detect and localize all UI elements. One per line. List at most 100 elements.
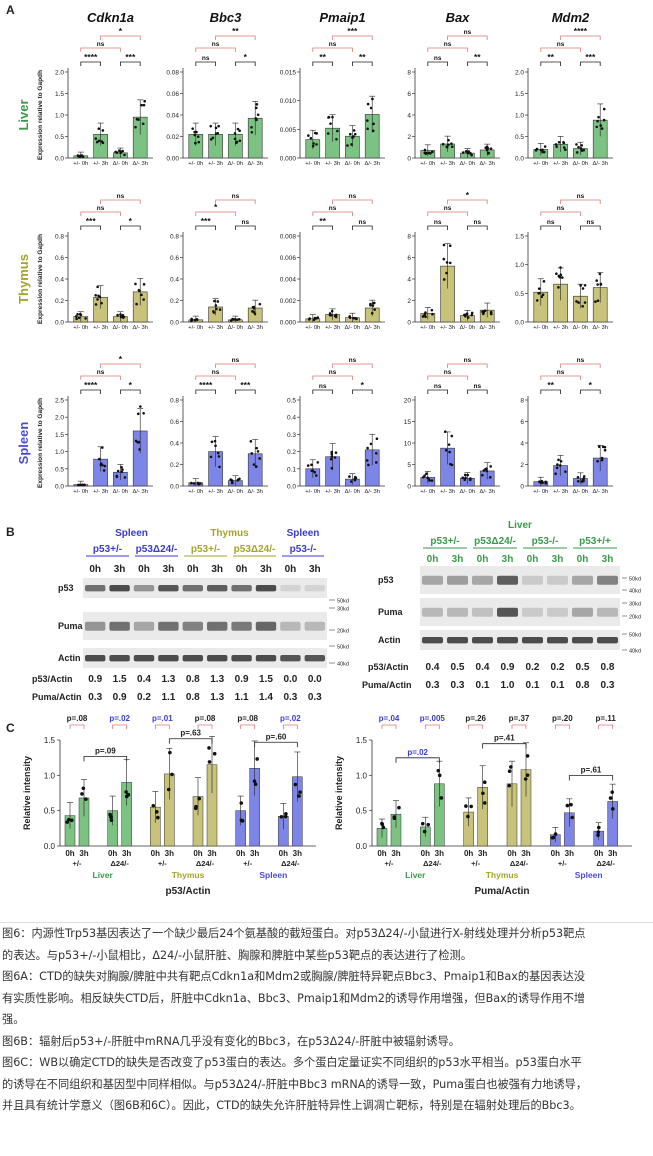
caption-line: 有实质性影响。相反缺失CTD后，肝脏中Cdkn1a、Bbc3、Pmaip1和Md… bbox=[2, 991, 586, 1005]
panel-label-c: C bbox=[6, 721, 15, 735]
chart-spleen-pmaip1: 0.0 0.1 0.2 0.3 0.4 0.5 +/- 0h +/- 3h Δ/- 0h Δ/- … bbox=[287, 357, 385, 495]
chart-liver-cdkn1a: 0.0 0.5 1.0 1.5 2.0 +/- 0h +/- 3h Δ/- 0h Δ/- 3h *… bbox=[55, 26, 153, 167]
data-point bbox=[328, 312, 332, 315]
data-point bbox=[469, 477, 472, 480]
x-tick-label: +/- 3h bbox=[440, 489, 455, 495]
x-tick-label: +/- 0h bbox=[305, 489, 320, 495]
data-point bbox=[98, 295, 102, 299]
y-tick-label: 2.0 bbox=[515, 70, 524, 77]
significance-label: ns bbox=[329, 41, 337, 48]
y-tick-label: 1.5 bbox=[55, 432, 64, 439]
data-point bbox=[235, 318, 239, 321]
bracket bbox=[120, 61, 141, 66]
bracket-pink bbox=[598, 724, 614, 729]
ratio-value: 0.9 bbox=[113, 692, 127, 703]
bracket bbox=[254, 741, 298, 748]
blot-band bbox=[422, 637, 443, 644]
x-tick-label: 3h bbox=[608, 849, 617, 858]
significance-label: ns bbox=[434, 383, 442, 390]
chart-thymus-cdkn1a: 0.0 0.2 0.4 0.6 0.8 +/- 0h +/- 3h Δ/- 0h Δ/- 3h *… bbox=[55, 193, 153, 331]
data-point bbox=[333, 456, 337, 459]
x-tick-label: +/- 3h bbox=[93, 325, 108, 331]
chart-thymus-bbc3: 0.0 0.2 0.4 0.6 0.8 +/- 0h +/- 3h Δ/- 0h Δ/- 3h *… bbox=[170, 193, 268, 331]
data-point bbox=[466, 316, 470, 319]
bracket bbox=[580, 389, 601, 394]
x-tick-label: Δ/- 3h bbox=[592, 325, 607, 331]
significance-label: ns bbox=[474, 219, 482, 226]
y-tick-label: 0.010 bbox=[280, 98, 297, 105]
x-tick-label: Δ/- 3h bbox=[364, 161, 379, 167]
bracket bbox=[568, 775, 614, 781]
data-point bbox=[142, 103, 146, 107]
genotype-label: Δ24/- bbox=[510, 859, 529, 868]
significance-label: ns bbox=[434, 219, 442, 226]
significance-label: ns bbox=[202, 55, 210, 62]
data-point bbox=[76, 313, 79, 316]
gene-title: Bbc3 bbox=[210, 10, 243, 25]
data-point bbox=[365, 119, 369, 122]
genotype-label: +/- bbox=[73, 859, 82, 868]
lane-label: 0h bbox=[89, 564, 101, 575]
data-point bbox=[252, 779, 257, 783]
p-value-label: p=.01 bbox=[152, 714, 173, 723]
y-tick-label: 8 bbox=[407, 234, 411, 241]
data-point bbox=[353, 477, 357, 481]
x-tick-label: +/- 0h bbox=[533, 325, 548, 331]
data-point bbox=[193, 133, 197, 137]
significance-label: * bbox=[589, 380, 593, 390]
x-tick-label: Δ/- 0h bbox=[460, 325, 475, 331]
x-tick-label: 3h bbox=[250, 849, 259, 858]
data-point bbox=[608, 796, 613, 800]
bracket bbox=[427, 225, 448, 230]
marker-label: 20kd bbox=[337, 629, 349, 635]
blot-band bbox=[182, 585, 203, 592]
bracket bbox=[312, 61, 333, 66]
x-tick-label: 3h bbox=[391, 849, 400, 858]
data-point bbox=[121, 316, 125, 319]
significance-label: ns bbox=[557, 41, 565, 48]
data-point bbox=[310, 463, 313, 467]
ratio-value: 0.0 bbox=[308, 674, 322, 685]
data-point bbox=[464, 804, 468, 808]
gene-title: Mdm2 bbox=[552, 10, 590, 25]
data-point bbox=[197, 140, 201, 144]
data-point bbox=[279, 814, 284, 819]
data-point bbox=[216, 300, 220, 303]
data-point bbox=[535, 299, 539, 302]
data-point bbox=[447, 138, 450, 142]
significance-label: ns bbox=[232, 357, 240, 364]
data-point bbox=[470, 313, 474, 317]
bracket-pink bbox=[560, 363, 601, 368]
y-tick-label: 6 bbox=[407, 91, 411, 98]
x-tick-label: Δ/- 3h bbox=[364, 325, 379, 331]
data-point bbox=[489, 147, 493, 150]
blot-band bbox=[447, 575, 468, 585]
y-tick-label: 0.002 bbox=[280, 298, 297, 305]
data-point bbox=[238, 139, 242, 143]
y-tick-label: 0.08 bbox=[166, 70, 179, 77]
data-point bbox=[509, 765, 513, 769]
significance-label: ns bbox=[547, 219, 555, 226]
data-point bbox=[431, 312, 434, 316]
x-tick-label: Δ/- 3h bbox=[132, 325, 147, 331]
data-point bbox=[598, 272, 602, 276]
significance-label: *** bbox=[125, 52, 136, 62]
p-value-label: p=.02 bbox=[109, 714, 130, 723]
tissue-label-thymus: Thymus bbox=[16, 254, 31, 304]
x-tick-label: +/- 0h bbox=[533, 161, 548, 167]
data-point bbox=[98, 457, 101, 461]
data-point bbox=[392, 816, 397, 821]
data-point bbox=[330, 309, 334, 313]
blot-band bbox=[447, 607, 468, 617]
blot-band bbox=[547, 607, 568, 617]
x-tick-label: +/- 3h bbox=[93, 489, 108, 495]
data-point bbox=[134, 282, 137, 286]
bracket-pink bbox=[427, 47, 468, 52]
data-point bbox=[430, 479, 434, 482]
x-tick-label: +/- 3h bbox=[208, 489, 223, 495]
ratio-value: 0.3 bbox=[451, 680, 465, 691]
y-tick-label: 0.0 bbox=[515, 156, 524, 163]
data-point bbox=[329, 314, 333, 317]
blot-row-label: Puma bbox=[58, 621, 84, 631]
significance-label: ns bbox=[474, 383, 482, 390]
